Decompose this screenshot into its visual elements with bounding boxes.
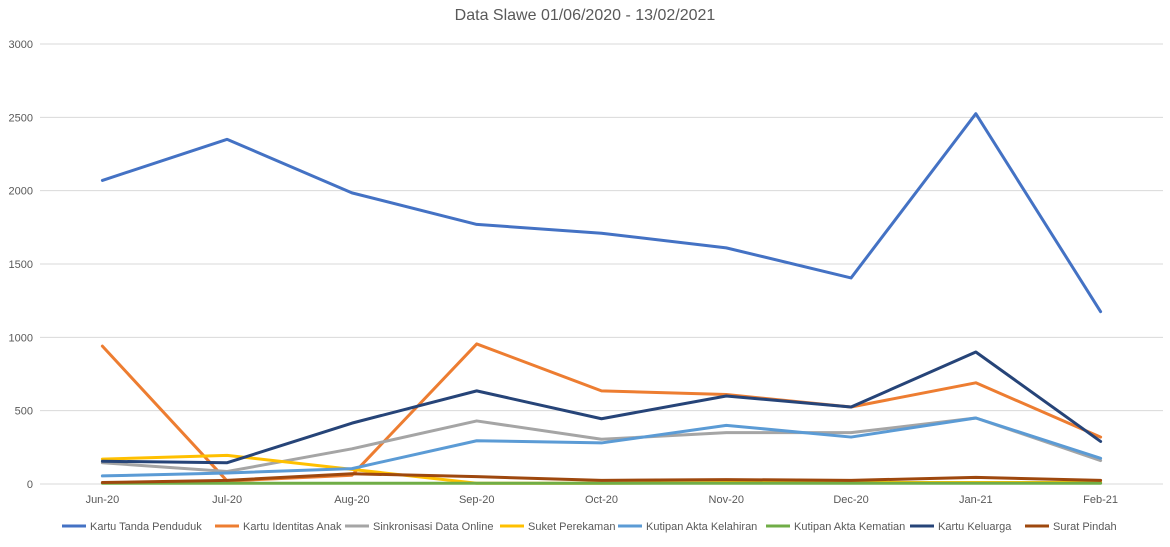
x-tick-label: Feb-21 [1083,494,1118,506]
legend-label: Kartu Keluarga [938,521,1012,533]
y-tick-label: 1000 [9,332,33,344]
series-line-5 [100,416,1103,478]
y-tick-label: 3000 [9,39,33,51]
x-tick-label: Sep-20 [459,494,494,506]
x-tick-label: Oct-20 [585,494,618,506]
legend-label: Kutipan Akta Kematian [794,521,905,533]
y-tick-label: 500 [15,406,33,418]
legend-label: Kutipan Akta Kelahiran [646,521,757,533]
legend-label: Kartu Identitas Anak [243,521,342,533]
chart-title: Data Slawe 01/06/2020 - 13/02/2021 [454,7,716,24]
y-tick-label: 2000 [9,186,33,198]
x-tick-label: Dec-20 [833,494,868,506]
legend-label: Suket Perekaman [528,521,615,533]
series-line-1 [100,112,1103,314]
x-tick-label: Jul-20 [212,494,242,506]
x-tick-label: Nov-20 [709,494,744,506]
x-tick-label: Jun-20 [86,494,120,506]
series-line-8 [100,472,1103,485]
legend-label: Sinkronisasi Data Online [373,521,493,533]
y-tick-label: 2500 [9,112,33,124]
x-tick-label: Jan-21 [959,494,993,506]
legend-label: Surat Pindah [1053,521,1117,533]
legend-label: Kartu Tanda Penduduk [90,521,202,533]
series-line-3 [100,416,1103,474]
x-tick-label: Aug-20 [334,494,369,506]
series-line-7 [100,350,1103,465]
y-tick-label: 1500 [9,259,33,271]
y-tick-label: 0 [27,479,33,491]
